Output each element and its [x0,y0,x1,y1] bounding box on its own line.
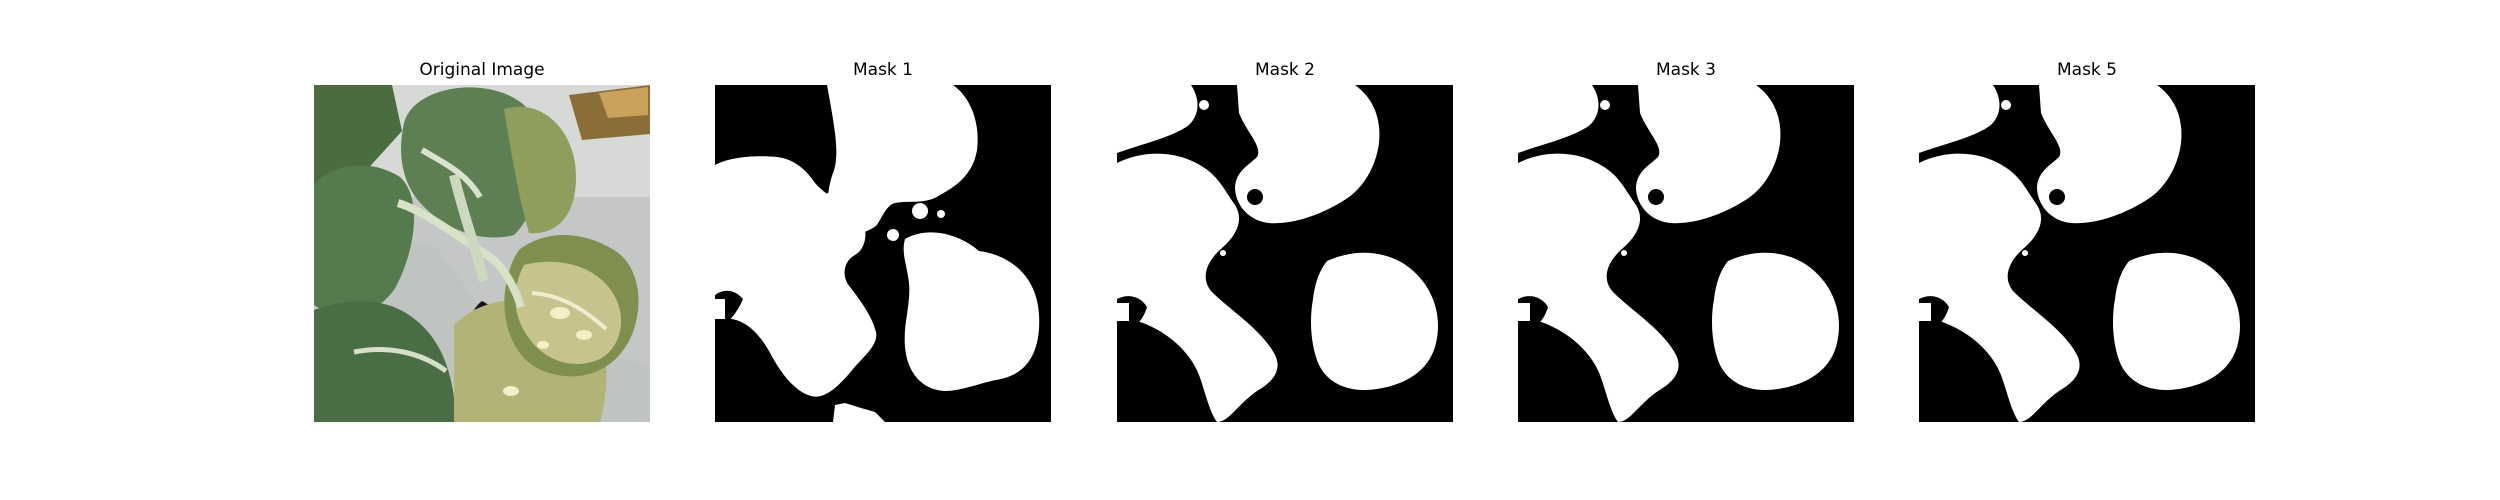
mask-5-svg [1919,85,2255,422]
mask-3-svg [1518,85,1854,422]
panel-mask-2: Mask 2 [1117,60,1453,422]
panel-mask-3: Mask 3 [1518,60,1854,422]
panel-title: Mask 1 [852,60,913,80]
panel-title: Mask 2 [1254,60,1315,80]
panel-original-image: Original Image [314,60,650,422]
original-plant-photo [314,85,650,422]
panel-title: Mask 3 [1655,60,1716,80]
plant-photo-svg [314,85,650,422]
mask-3-image [1518,85,1854,422]
mask-2-image [1117,85,1453,422]
mask-1-svg [715,85,1051,422]
panel-mask-5: Mask 5 [1919,60,2255,422]
mask-1-image [715,85,1051,422]
panel-mask-1: Mask 1 [715,60,1051,422]
mask-5-image [1919,85,2255,422]
mask-2-svg [1117,85,1453,422]
panel-title: Original Image [419,60,545,80]
panel-title: Mask 5 [2056,60,2117,80]
